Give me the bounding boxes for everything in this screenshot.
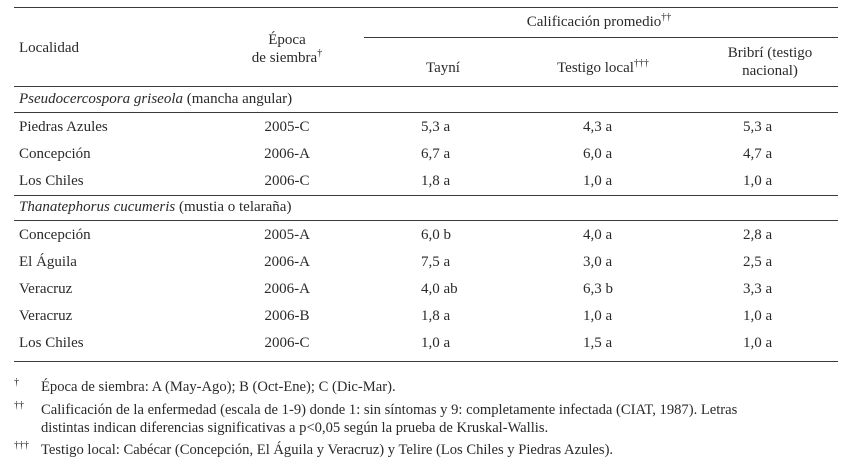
cell-tayni: 6,7 a bbox=[421, 146, 451, 162]
section-title: Pseudocercospora griseola (mancha angula… bbox=[19, 91, 293, 107]
cell-bribri: 2,8 a bbox=[743, 227, 773, 243]
cell-epoca: 2005-C bbox=[264, 119, 310, 135]
section2-top-rule bbox=[14, 195, 838, 196]
cell-epoca: 2006-C bbox=[264, 335, 310, 351]
cell-epoca: 2006-A bbox=[264, 254, 310, 270]
cell-testigo: 4,0 a bbox=[583, 227, 613, 243]
cell-bribri: 4,7 a bbox=[743, 146, 773, 162]
cell-tayni: 5,3 a bbox=[421, 119, 451, 135]
section-title: Thanatephorus cucumeris (mustia o telara… bbox=[19, 199, 292, 215]
footnote-mark: †† bbox=[14, 400, 24, 411]
cell-localidad: Concepción bbox=[19, 146, 91, 162]
cell-epoca: 2006-A bbox=[264, 281, 310, 297]
cell-bribri: 5,3 a bbox=[743, 119, 773, 135]
cell-bribri: 2,5 a bbox=[743, 254, 773, 270]
cell-epoca: 2006-B bbox=[264, 308, 310, 324]
cell-epoca: 2006-C bbox=[264, 173, 310, 189]
footnote-text: distintas indican diferencias significat… bbox=[41, 420, 549, 436]
cell-localidad: Veracruz bbox=[19, 308, 73, 324]
cell-tayni: 7,5 a bbox=[421, 254, 451, 270]
spanner-rule bbox=[364, 37, 838, 38]
cell-testigo: 1,0 a bbox=[583, 308, 613, 324]
header-col-bribri-line1: Bribrí (testigo bbox=[727, 45, 813, 61]
species-name: Thanatephorus cucumeris bbox=[19, 199, 176, 215]
cell-testigo: 6,0 a bbox=[583, 146, 613, 162]
footnote-mark: † bbox=[14, 377, 19, 388]
cell-tayni: 1,8 a bbox=[421, 173, 451, 189]
cell-bribri: 1,0 a bbox=[743, 173, 773, 189]
header-bottom-rule bbox=[14, 86, 838, 87]
footnote-text: Testigo local: Cabécar (Concepción, El Á… bbox=[41, 442, 614, 458]
cell-epoca: 2006-A bbox=[264, 146, 310, 162]
cell-tayni: 1,8 a bbox=[421, 308, 451, 324]
header-localidad: Localidad bbox=[19, 40, 79, 56]
header-col-tayni: Tayní bbox=[426, 60, 460, 76]
header-epoca-line1: Época bbox=[268, 32, 306, 48]
cell-localidad: Los Chiles bbox=[19, 173, 84, 189]
header-col-testigo: Testigo local††† bbox=[557, 58, 649, 77]
cell-tayni: 4,0 ab bbox=[421, 281, 458, 297]
cell-localidad: El Águila bbox=[19, 254, 77, 270]
header-calificacion: Calificación promedio†† bbox=[526, 12, 672, 31]
footnote-text: Calificación de la enfermedad (escala de… bbox=[41, 402, 738, 418]
cell-tayni: 6,0 b bbox=[421, 227, 451, 243]
footnote-mark: ††† bbox=[14, 440, 29, 451]
header-epoca-line2: de siembra† bbox=[251, 48, 323, 67]
species-name: Pseudocercospora griseola bbox=[19, 91, 184, 107]
footnote-text: Época de siembra: A (May-Ago); B (Oct-En… bbox=[41, 379, 396, 395]
cell-bribri: 1,0 a bbox=[743, 335, 773, 351]
cell-testigo: 1,5 a bbox=[583, 335, 613, 351]
header-col-bribri-line2: nacional) bbox=[742, 63, 798, 79]
cell-testigo: 4,3 a bbox=[583, 119, 613, 135]
cell-localidad: Los Chiles bbox=[19, 335, 84, 351]
cell-bribri: 3,3 a bbox=[743, 281, 773, 297]
cell-testigo: 1,0 a bbox=[583, 173, 613, 189]
cell-tayni: 1,0 a bbox=[421, 335, 451, 351]
cell-epoca: 2005-A bbox=[264, 227, 310, 243]
section2-rule bbox=[14, 220, 838, 221]
table-bottom-rule bbox=[14, 361, 838, 362]
section1-rule bbox=[14, 112, 838, 113]
cell-localidad: Piedras Azules bbox=[19, 119, 108, 135]
cell-testigo: 6,3 b bbox=[583, 281, 613, 297]
table-top-rule bbox=[14, 7, 838, 8]
cell-localidad: Concepción bbox=[19, 227, 91, 243]
cell-testigo: 3,0 a bbox=[583, 254, 613, 270]
cell-localidad: Veracruz bbox=[19, 281, 73, 297]
cell-bribri: 1,0 a bbox=[743, 308, 773, 324]
